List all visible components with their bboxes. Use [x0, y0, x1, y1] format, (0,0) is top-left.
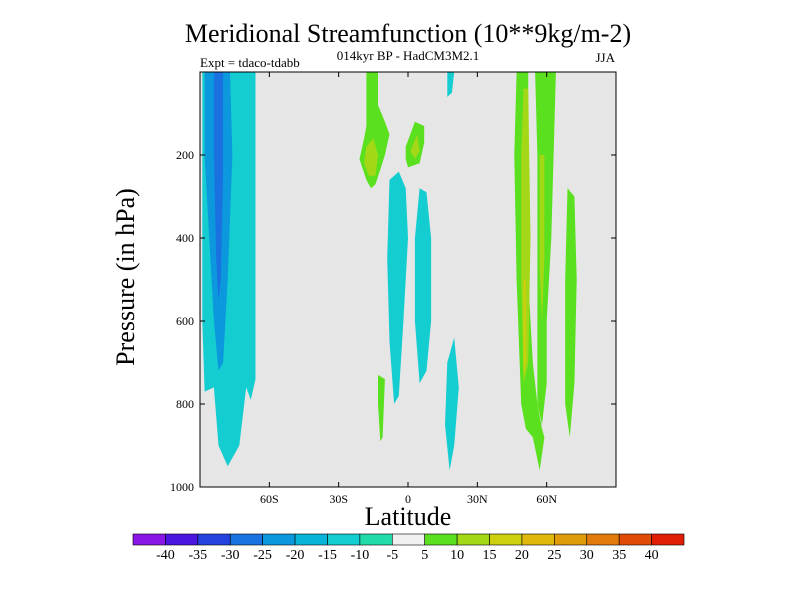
colorbar-label: 30: [580, 548, 594, 563]
colorbar-label: -25: [253, 548, 272, 563]
contour-equatorial-negative: [414, 188, 432, 384]
colorbar-label: -15: [318, 548, 337, 563]
colorbar-swatch: [651, 533, 685, 546]
colorbar-swatch: [132, 533, 166, 546]
colorbar-swatch: [521, 533, 555, 546]
y-tick-label: 400: [176, 231, 194, 245]
y-tick-label: 200: [176, 148, 194, 162]
colorbar-label: -35: [188, 548, 207, 563]
contour-subtropical-positive-upper: [364, 138, 378, 176]
colorbar-swatch: [229, 533, 263, 546]
colorbar-swatch: [262, 533, 296, 546]
chart-subtitle: 014kyr BP - HadCM3M2.1: [337, 48, 480, 63]
colorbar-swatch: [165, 533, 199, 546]
x-tick-label: 0: [405, 492, 411, 506]
colorbar-label: 20: [515, 548, 529, 563]
colorbar-label: 35: [612, 548, 626, 563]
experiment-label: Expt = tdaco-tdabb: [200, 55, 300, 70]
colorbar: -40 -35 -30 -25 -20 -15 -10 -5 5 10 15 20 25 30 35 40: [132, 533, 685, 563]
colorbar-swatch: [554, 533, 588, 546]
colorbar-label: 5: [421, 548, 428, 563]
colorbar-swatch: [586, 533, 620, 546]
colorbar-swatch: [359, 533, 393, 546]
colorbar-label: -5: [386, 548, 398, 563]
colorbar-swatch: [424, 533, 458, 546]
y-tick-label: 600: [176, 314, 194, 328]
colorbar-label: 15: [483, 548, 497, 563]
colorbar-swatch: [197, 533, 231, 546]
contour-nh-outer-positive: [565, 188, 577, 438]
colorbar-label: -20: [286, 548, 305, 563]
colorbar-label: -40: [156, 548, 175, 563]
contour-nh-positive-core: [521, 88, 531, 384]
colorbar-swatch: [618, 533, 652, 546]
chart-title: Meridional Streamfunction (10**9kg/m-2): [185, 19, 631, 48]
colorbar-label: 40: [645, 548, 659, 563]
contour-sh-negative-core: [213, 72, 224, 301]
contour-subtropical-positive-lower: [378, 374, 385, 442]
y-tick-label: 800: [176, 397, 194, 411]
colorbar-label: 10: [450, 548, 464, 563]
contour-equatorial-positive-upper: [410, 134, 420, 160]
x-tick-label: 60N: [536, 492, 557, 506]
y-axis-label: Pressure (in hPa): [111, 188, 140, 366]
colorbar-swatch: [327, 533, 361, 546]
colorbar-label: 25: [547, 548, 561, 563]
contour-nh-positive-core: [523, 279, 526, 375]
x-tick-label: 30N: [467, 492, 488, 506]
colorbar-label: -10: [351, 548, 370, 563]
contour-nh-upper-negative: [447, 72, 455, 97]
colorbar-swatch: [456, 533, 490, 546]
colorbar-swatch: [294, 533, 328, 546]
colorbar-label: -30: [221, 548, 240, 563]
season-label: JJA: [595, 50, 615, 65]
y-tick-label: 1000: [170, 480, 194, 494]
y-axis-ticks: 200 400 600 800 1000: [170, 148, 616, 494]
contour-nh-tropical-negative: [445, 337, 459, 471]
plot-area: [199, 71, 617, 488]
contour-sh-tropical-negative: [387, 171, 408, 404]
contour-nh-positive-core: [539, 155, 545, 321]
x-axis-ticks: 60S 30S 0 30N 60N: [260, 72, 557, 506]
colorbar-swatch: [391, 533, 426, 546]
x-tick-label: 30S: [329, 492, 348, 506]
x-axis-label: Latitude: [365, 502, 452, 531]
colorbar-swatch: [489, 533, 523, 546]
x-tick-label: 60S: [260, 492, 279, 506]
